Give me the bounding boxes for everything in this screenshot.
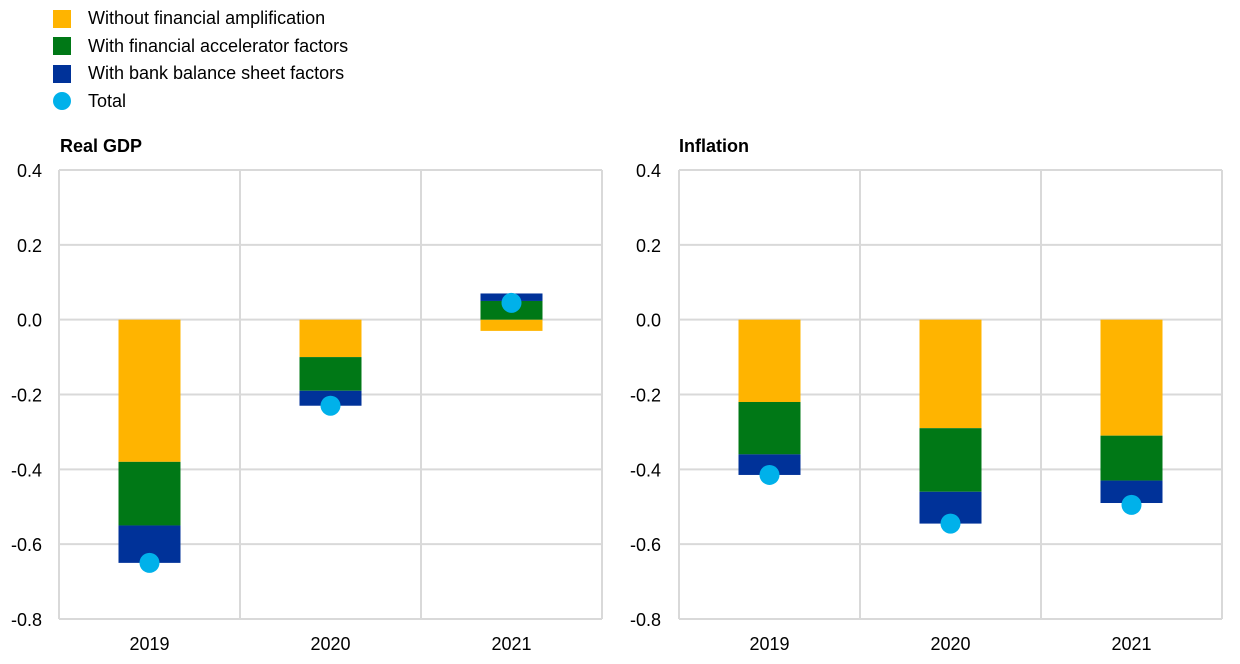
bar-segment-with-bank-balance-sheet-factors-2021 bbox=[1100, 480, 1163, 504]
x-tick-label: 2020 bbox=[930, 634, 970, 654]
legend-swatch-blue bbox=[53, 64, 71, 83]
y-tick-label: -0.6 bbox=[11, 535, 42, 555]
legend-label: With financial accelerator factors bbox=[88, 35, 349, 56]
legend-item-financial-accelerator: With financial accelerator factors bbox=[53, 33, 348, 61]
y-tick-label: 0.4 bbox=[636, 161, 661, 181]
bar-segment-without-financial-amplification-2021 bbox=[480, 319, 543, 331]
x-tick-label: 2020 bbox=[310, 634, 350, 654]
bar-segment-without-financial-amplification-2020 bbox=[919, 319, 982, 429]
y-tick-label: -0.4 bbox=[630, 460, 661, 480]
x-tick-label: 2021 bbox=[491, 634, 531, 654]
legend-label: With bank balance sheet factors bbox=[88, 63, 345, 84]
bar-segment-with-financial-accelerator-factors-2020 bbox=[919, 428, 982, 492]
x-tick-label: 2019 bbox=[129, 634, 169, 654]
y-tick-label: 0.2 bbox=[636, 236, 661, 256]
bar-segment-with-financial-accelerator-factors-2019 bbox=[738, 401, 801, 455]
y-tick-label: -0.8 bbox=[11, 610, 42, 630]
x-tick-label: 2021 bbox=[1111, 634, 1151, 654]
y-tick-label: -0.4 bbox=[11, 460, 42, 480]
panel-real-gdp: Real GDP 0.4 0.2 0.0 -0.2 -0.4 -0.6 -0.8 2019 202… bbox=[11, 136, 603, 654]
legend-label: Total bbox=[88, 90, 127, 111]
legend-item-bank-balance-sheet: With bank balance sheet factors bbox=[53, 60, 348, 88]
y-tick-label: -0.2 bbox=[11, 386, 42, 406]
bar-segment-without-financial-amplification-2019 bbox=[118, 319, 181, 462]
total-point-2020 bbox=[940, 513, 961, 534]
y-tick-label: 0.2 bbox=[17, 236, 42, 256]
bar-segment-with-bank-balance-sheet-factors-2019 bbox=[738, 454, 801, 475]
y-tick-label: -0.8 bbox=[630, 610, 661, 630]
panel-inflation: Inflation 0.4 0.2 0.0 -0.2 -0.4 -0.6 -0.8 2019 20… bbox=[630, 136, 1223, 654]
bar-segment-without-financial-amplification-2020 bbox=[299, 319, 362, 358]
panel-title: Inflation bbox=[679, 136, 749, 156]
y-tick-label: -0.6 bbox=[630, 535, 661, 555]
total-point-2021 bbox=[1121, 494, 1142, 515]
legend-marker-total bbox=[53, 92, 71, 111]
legend-swatch-green bbox=[53, 37, 71, 56]
legend-item-total: Total bbox=[53, 88, 348, 116]
legend-item-without-financial-amplification: Without financial amplification bbox=[53, 5, 348, 33]
panel-title: Real GDP bbox=[60, 136, 142, 156]
bar-segment-with-financial-accelerator-factors-2019 bbox=[118, 461, 181, 526]
y-tick-label: 0.0 bbox=[636, 311, 661, 331]
total-point-2019 bbox=[139, 552, 160, 573]
y-tick-label: 0.4 bbox=[17, 161, 42, 181]
legend-label: Without financial amplification bbox=[88, 8, 326, 29]
y-tick-label: 0.0 bbox=[17, 311, 42, 331]
total-point-2019 bbox=[759, 464, 780, 485]
total-point-2020 bbox=[320, 395, 341, 416]
total-point-2021 bbox=[501, 292, 522, 313]
bar-segment-with-financial-accelerator-factors-2020 bbox=[299, 357, 362, 391]
legend-swatch-yellow bbox=[53, 9, 71, 28]
bar-segment-without-financial-amplification-2021 bbox=[1100, 319, 1163, 436]
legend: Without financial amplification With fin… bbox=[53, 5, 348, 115]
bar-segment-without-financial-amplification-2019 bbox=[738, 319, 801, 402]
x-tick-label: 2019 bbox=[749, 634, 789, 654]
bar-segment-with-financial-accelerator-factors-2021 bbox=[1100, 435, 1163, 481]
y-tick-label: -0.2 bbox=[630, 386, 661, 406]
